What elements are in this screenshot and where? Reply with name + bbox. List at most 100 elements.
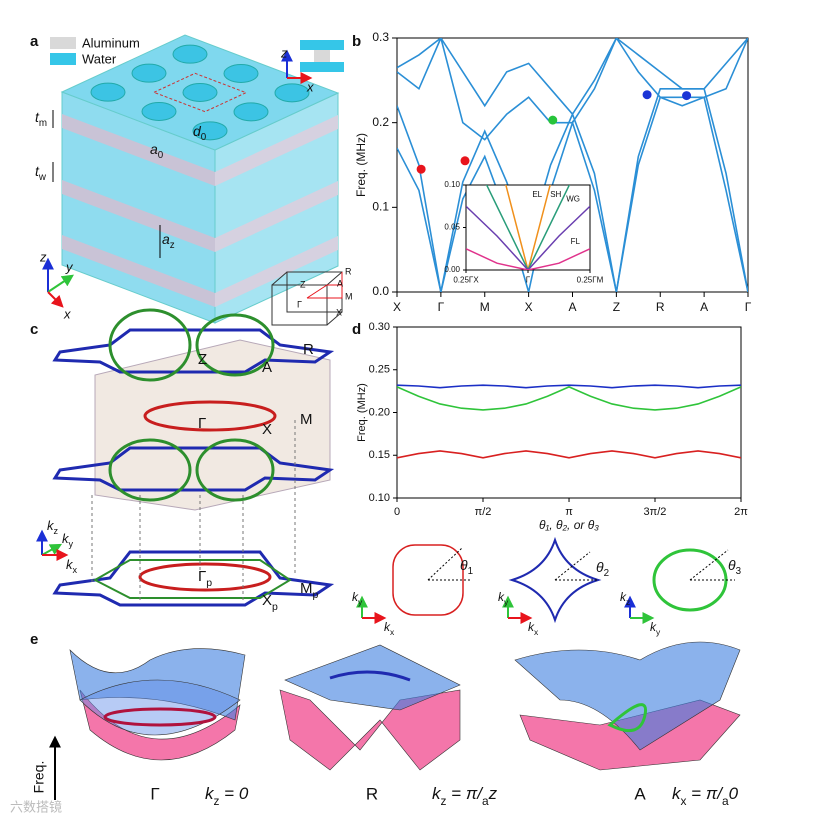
dim-label: az	[162, 231, 175, 251]
hole	[131, 63, 167, 83]
y-tick-label: 0.1	[372, 200, 389, 214]
text-part: k	[352, 590, 359, 604]
text-part: a	[150, 141, 158, 157]
text-part: = π/	[686, 784, 724, 803]
text-part: k	[47, 518, 55, 533]
text-part: k	[650, 620, 657, 634]
x-tick-label: A	[700, 300, 708, 314]
subscript: 3	[736, 566, 742, 577]
text-part: k	[432, 784, 442, 803]
text-part: k	[528, 620, 535, 634]
bz-label: R	[345, 266, 352, 276]
legend-swatch	[50, 37, 76, 49]
axis-letter: ky	[62, 531, 74, 549]
subscript: w	[38, 172, 47, 183]
subscript: x	[681, 794, 687, 808]
text-part: R	[303, 341, 314, 358]
point-label: A	[262, 359, 272, 376]
subscript: p	[313, 589, 319, 601]
x-axis-title: θ₁, θ₂, or θ₃	[539, 518, 599, 532]
subscript: p	[206, 577, 212, 589]
axis-letter: kz	[620, 590, 630, 607]
subscript: p	[272, 601, 278, 613]
hole	[223, 64, 259, 83]
x-tick-label: Γ	[438, 300, 445, 314]
aluminum-layer	[62, 114, 215, 186]
x-tick-label: R	[656, 300, 665, 314]
subscript: x	[534, 627, 539, 637]
text-part: X	[262, 592, 272, 609]
point-label: R	[366, 784, 378, 803]
hole	[233, 102, 269, 122]
point-label: Γ	[198, 415, 206, 432]
angle-label: θ1	[460, 557, 473, 577]
axis-letter: z	[280, 45, 288, 60]
text-part: t	[35, 109, 40, 125]
y-tick-label: 0.10	[444, 180, 460, 189]
subscript: a	[482, 794, 489, 808]
y-tick-label: 0.0	[372, 284, 389, 298]
hole	[182, 83, 218, 102]
y-tick-label: 0.20	[369, 406, 390, 418]
aluminum-layer	[62, 235, 215, 307]
text-part: a	[162, 231, 170, 247]
series-line	[397, 384, 741, 389]
x-tick-label: A	[568, 300, 576, 314]
y-tick-label: 0.00	[444, 265, 460, 274]
text-part: z	[488, 784, 498, 803]
angle-label: θ2	[596, 559, 609, 579]
subscript: x	[390, 627, 395, 637]
legend-swatch	[50, 53, 76, 65]
x-tick-label: 0.25ΓM	[577, 275, 604, 284]
y-tick-label: 0.25	[369, 364, 390, 376]
text-part: θ	[728, 557, 736, 573]
point-label: R	[303, 341, 314, 358]
axis-letter: kx	[528, 620, 539, 637]
point-label: Γ	[150, 784, 159, 803]
axis-letter: ky	[352, 590, 363, 607]
subscript: y	[656, 627, 661, 637]
axis-letter: kz	[47, 518, 59, 536]
dim-label: d0	[193, 123, 207, 143]
x-tick-label: 2π	[734, 506, 748, 518]
text-part: k	[205, 784, 215, 803]
curve-label: EL	[532, 190, 542, 199]
fermi-surface-diagram	[36, 308, 335, 607]
formula: kz = π/az	[432, 784, 498, 808]
subscript: z	[170, 240, 175, 251]
subscript: m	[39, 118, 47, 129]
aluminum-layer	[215, 115, 338, 186]
point-label: M	[300, 411, 313, 428]
x-tick-label: π/2	[475, 506, 492, 518]
text-part: Z	[198, 351, 207, 368]
series-group	[397, 384, 741, 459]
subscript: y	[504, 597, 509, 607]
y-tick-label: 0.10	[369, 492, 390, 504]
text-part: t	[35, 163, 40, 179]
legend-label: Aluminum	[82, 35, 140, 50]
x-tick-label: π	[565, 506, 573, 518]
hole	[192, 121, 228, 141]
axis-letter: ky	[650, 620, 661, 637]
chart: 0.00 0.05 0.10 0.25ΓX Γ 0.25ΓM EL SH WG FL	[444, 180, 604, 284]
contour-insets	[356, 536, 735, 624]
axis-letter: y	[65, 259, 74, 274]
subscript: z	[54, 526, 59, 536]
metamaterial-model: Aluminum Water	[50, 34, 340, 324]
axis-letter: x	[306, 79, 314, 94]
series-line	[397, 38, 748, 116]
x-tick-label: X	[525, 300, 533, 314]
point	[682, 91, 692, 101]
bz-label: Z	[300, 279, 306, 289]
bz-label: M	[345, 291, 353, 301]
layered-block	[52, 34, 340, 324]
point-label: A	[634, 784, 646, 803]
subscript: z	[626, 597, 630, 607]
point-label: Xp	[262, 592, 278, 613]
hole	[90, 82, 126, 102]
text-part: k	[498, 590, 505, 604]
text-part: k	[384, 620, 391, 634]
unit-cell-icon	[281, 40, 344, 84]
angle-label: θ3	[728, 557, 742, 577]
text-part: θ	[460, 557, 468, 573]
